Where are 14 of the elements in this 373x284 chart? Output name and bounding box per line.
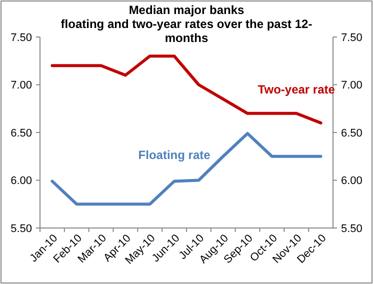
chart-title: Median major banks floating and two-year rates over the past 12- months bbox=[60, 3, 312, 45]
series-label: Two-year rate bbox=[258, 82, 336, 96]
y-tick-label: 6.50 bbox=[10, 127, 32, 140]
y2-tick-label: 5.50 bbox=[341, 222, 362, 235]
y2-tick-label: 6.50 bbox=[341, 127, 362, 140]
y-tick-label: 7.50 bbox=[10, 32, 32, 44]
y-tick-label: 5.50 bbox=[10, 222, 32, 235]
y-tick-label: 7.00 bbox=[10, 80, 32, 92]
line-series bbox=[50, 132, 322, 206]
y2-tick-label: 6.00 bbox=[341, 175, 362, 188]
y2-tick-label: 7.00 bbox=[341, 80, 362, 92]
y2-tick-label: 7.50 bbox=[341, 32, 362, 44]
series-label: Floating rate bbox=[138, 148, 211, 162]
y-tick-label: 6.00 bbox=[10, 175, 32, 188]
